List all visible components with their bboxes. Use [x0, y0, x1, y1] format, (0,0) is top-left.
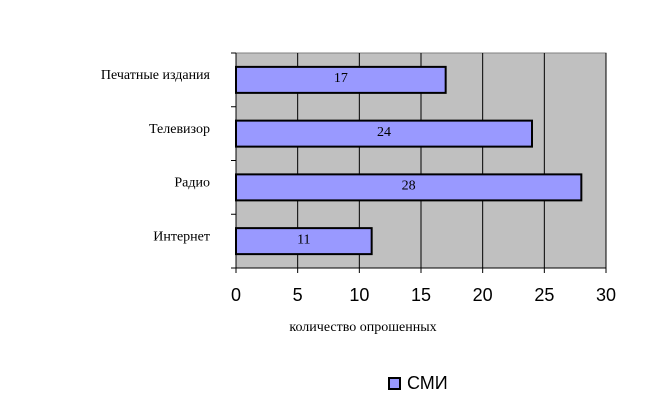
legend-label: СМИ [407, 373, 448, 393]
data-label: 24 [377, 125, 391, 140]
y-tick-label: Телевизор [149, 122, 210, 137]
data-label: 11 [297, 232, 310, 247]
x-tick-label: 10 [349, 285, 369, 305]
bar [235, 227, 373, 256]
y-tick-label: Печатные издания [101, 68, 211, 83]
x-tick-label: 0 [231, 285, 241, 305]
data-label: 28 [402, 179, 416, 194]
x-tick-label: 5 [293, 285, 303, 305]
bar [235, 119, 533, 148]
x-axis-label: количество опрошенных [289, 320, 436, 335]
x-tick-label: 15 [411, 285, 431, 305]
data-label: 17 [334, 71, 348, 86]
bar [235, 65, 447, 94]
legend-swatch [388, 377, 401, 390]
y-tick-label: Интернет [153, 229, 210, 244]
x-tick-label: 25 [534, 285, 554, 305]
x-tick-label: 30 [596, 285, 616, 305]
bar [235, 173, 583, 202]
x-tick-label: 20 [473, 285, 493, 305]
y-tick-label: Радио [174, 176, 210, 191]
